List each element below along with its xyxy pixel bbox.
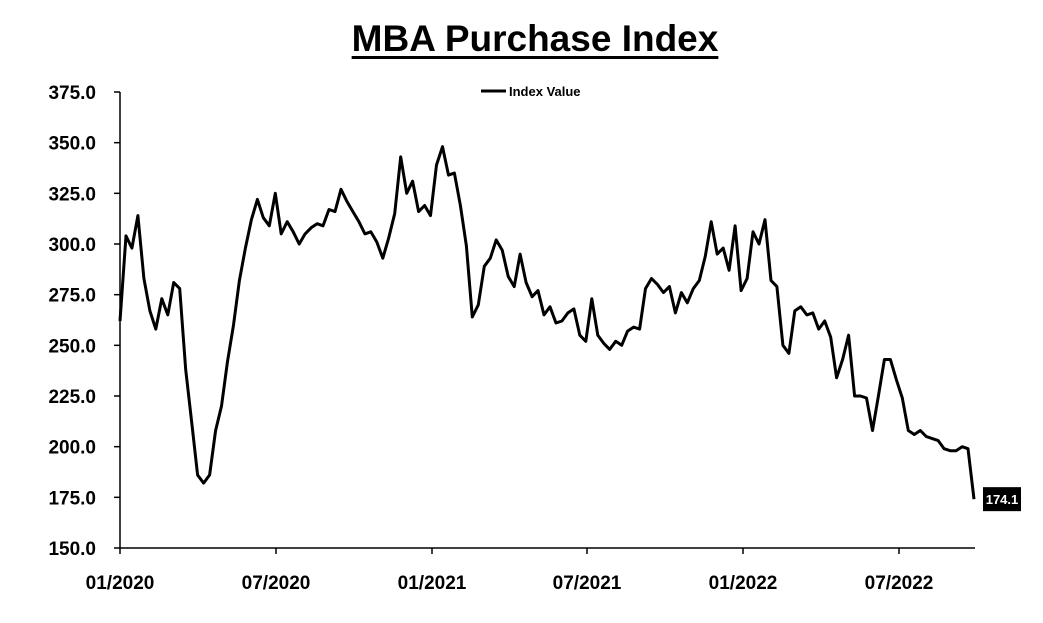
- end-value-label: 174.1: [983, 487, 1021, 512]
- end-value-label-text: 174.1: [986, 492, 1019, 507]
- y-tick-label: 250.0: [48, 336, 96, 357]
- y-tick-label: 275.0: [48, 286, 96, 307]
- y-tick-label: 150.0: [48, 539, 96, 560]
- y-tick-label: 325.0: [48, 184, 96, 205]
- x-tick-label: 01/2020: [86, 573, 155, 594]
- y-tick-label: 350.0: [48, 134, 96, 155]
- x-tick-label: 07/2020: [242, 573, 311, 594]
- y-tick-label: 225.0: [48, 387, 96, 408]
- chart-title: MBA Purchase Index: [351, 18, 719, 59]
- x-tick-label: 07/2021: [553, 573, 622, 594]
- legend: Index Value: [481, 84, 581, 99]
- y-axis-ticks: 150.0 175.0 200.0 225.0 250.0 275.0 300.0 325.0…: [48, 83, 120, 560]
- y-tick-label: 200.0: [48, 438, 96, 459]
- x-tick-label: 07/2022: [865, 573, 934, 594]
- x-tick-label: 01/2021: [398, 573, 467, 594]
- y-tick-label: 175.0: [48, 488, 96, 509]
- end-value-label-box: [983, 487, 1021, 512]
- axes: [119, 92, 975, 549]
- legend-label: Index Value: [509, 84, 581, 99]
- y-tick-label: 375.0: [48, 83, 96, 104]
- x-tick-label: 01/2022: [709, 573, 778, 594]
- y-tick-label: 300.0: [48, 235, 96, 256]
- series-group: [118, 145, 976, 500]
- series-line-index-value: [118, 145, 976, 500]
- x-axis-ticks: 01/2020 07/2020 01/2021 07/2021 01/2022 07/20…: [86, 548, 934, 594]
